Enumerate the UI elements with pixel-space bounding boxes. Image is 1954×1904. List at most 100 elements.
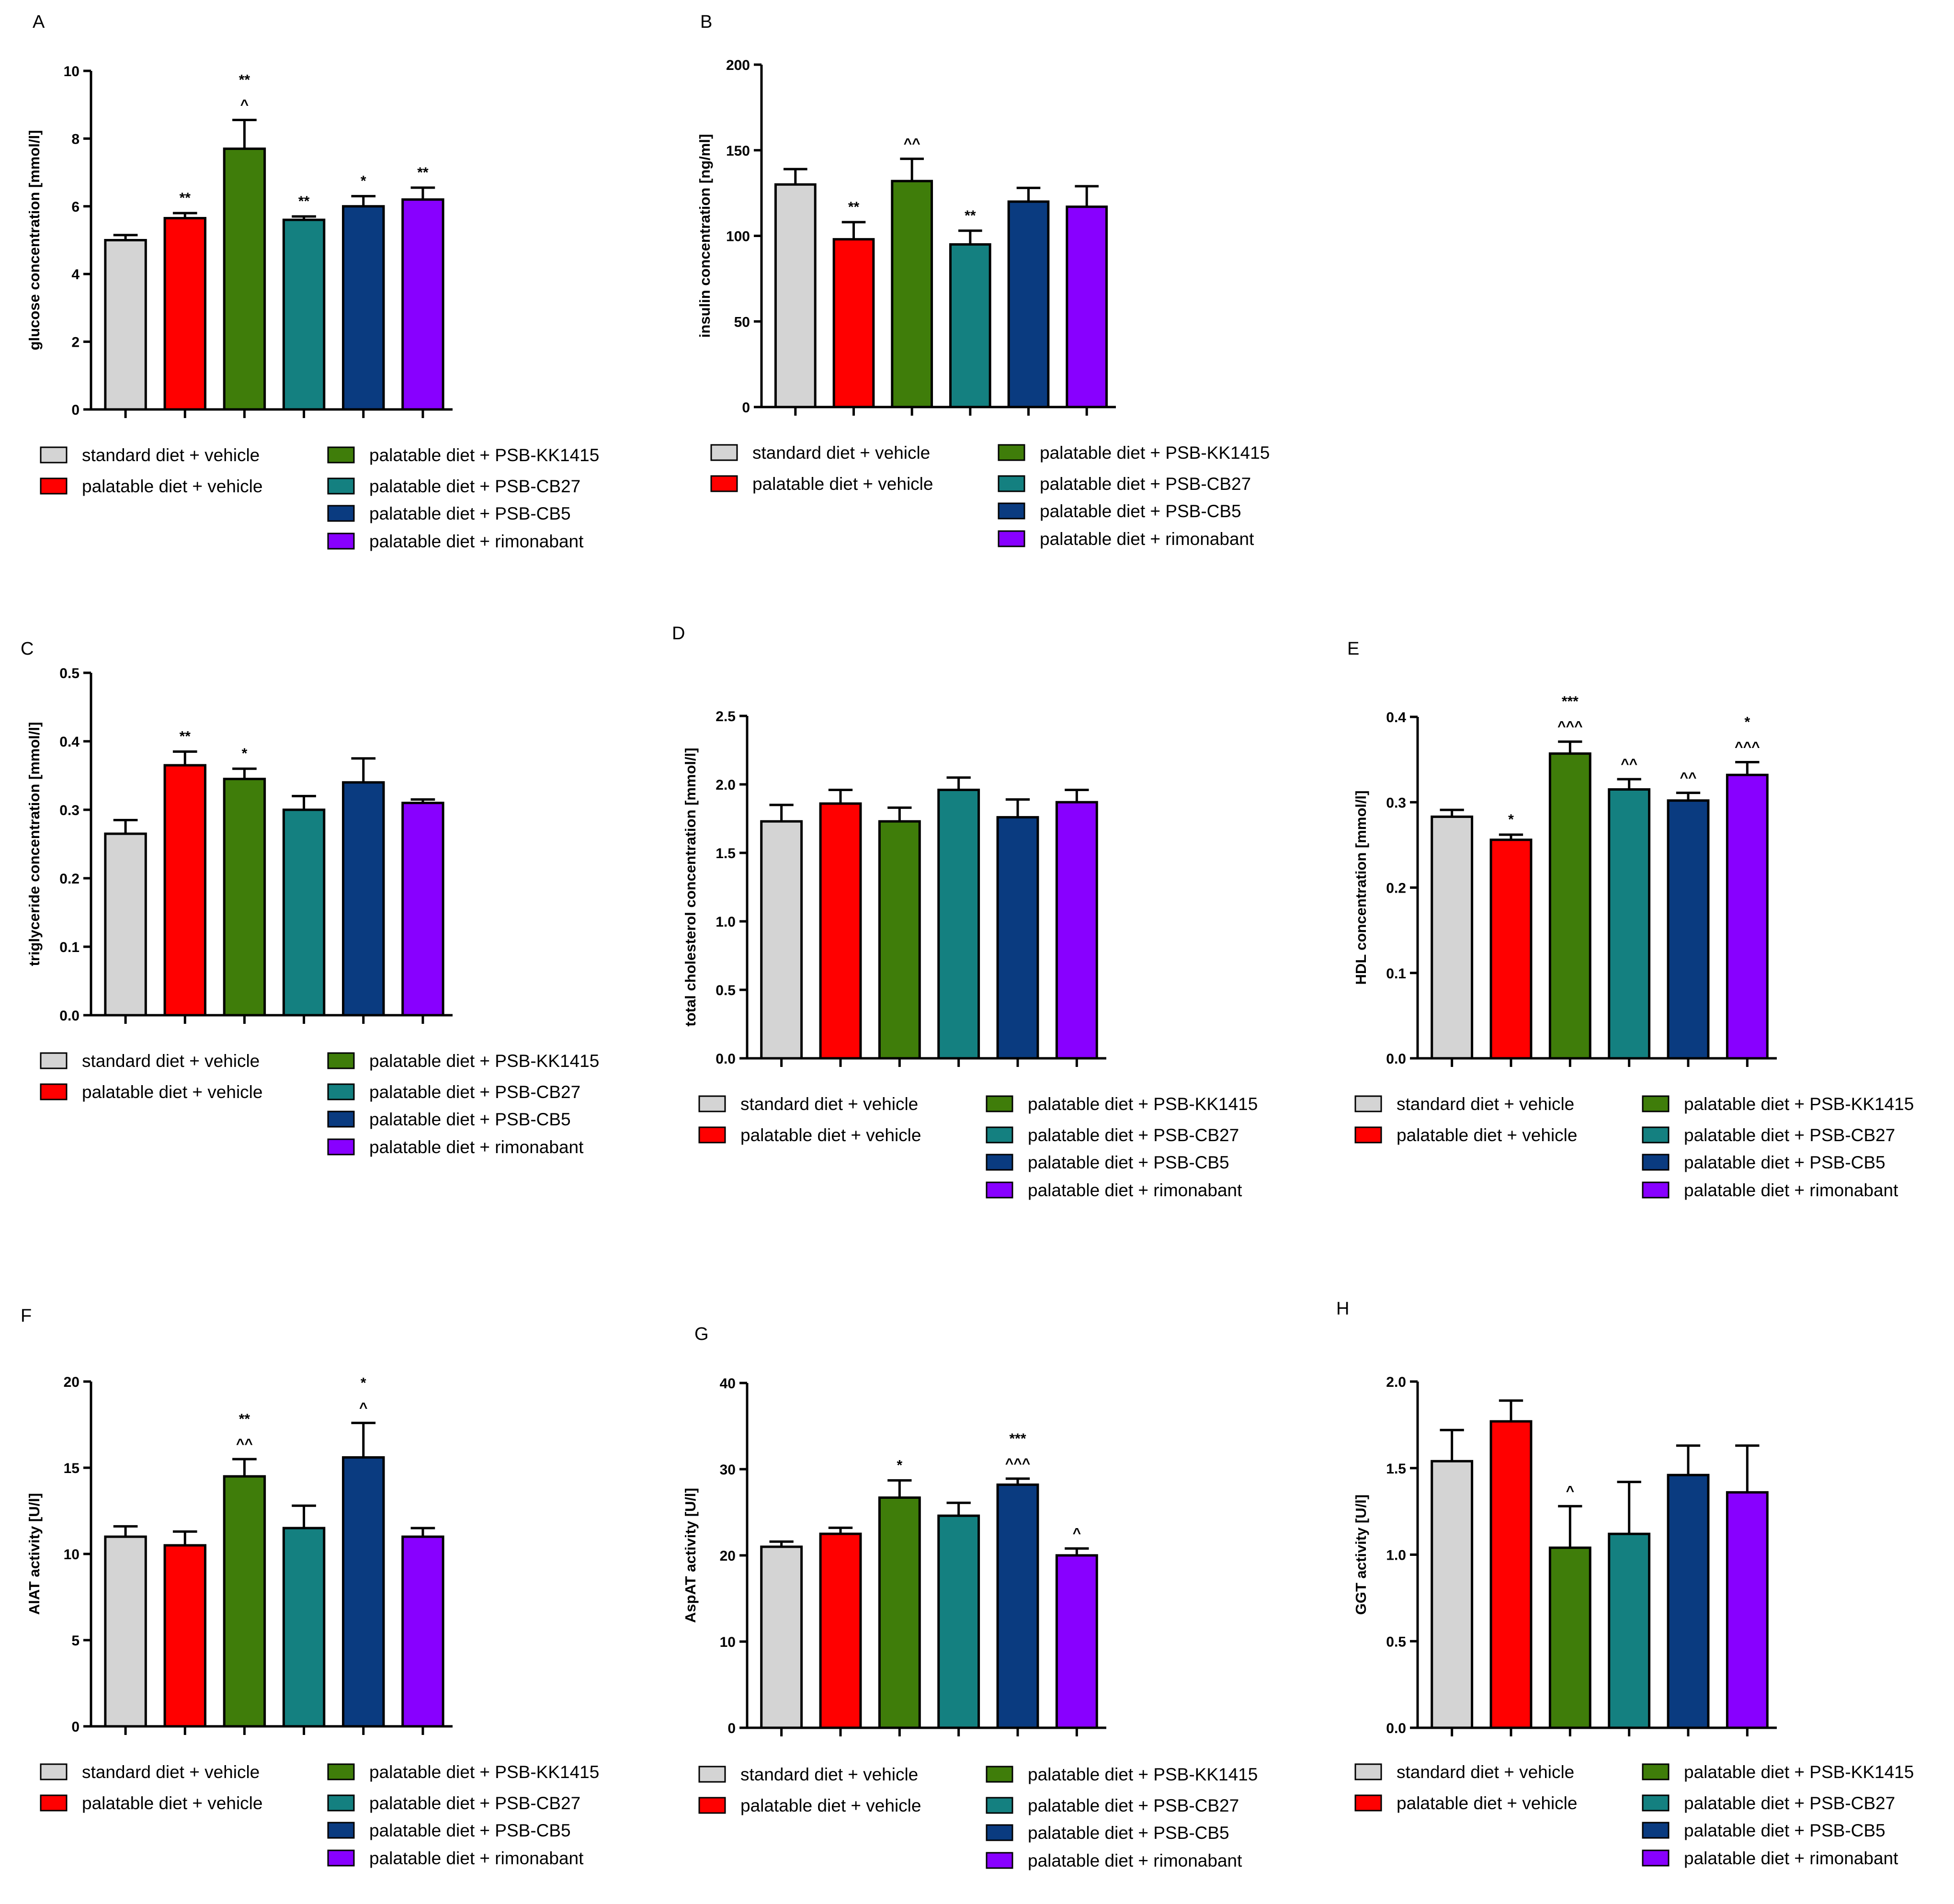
legend-swatch xyxy=(1642,1849,1670,1867)
y-tick-label: 0 xyxy=(71,402,80,418)
significance-label: *** xyxy=(1009,1431,1026,1447)
legend-label: palatable diet + PSB-CB27 xyxy=(369,476,580,496)
legend-swatch xyxy=(327,1849,355,1867)
y-tick-label: 0.5 xyxy=(716,983,736,998)
significance-label: ^^^ xyxy=(1735,739,1760,755)
y-tick-label: 10 xyxy=(64,1547,80,1563)
legend-label: palatable diet + rimonabant xyxy=(369,1137,584,1157)
y-tick-label: 0.0 xyxy=(716,1051,736,1067)
y-axis-title: GGT activity [U/l] xyxy=(1352,1495,1369,1615)
y-tick-label: 2 xyxy=(71,335,80,351)
y-tick-label: 20 xyxy=(720,1548,736,1564)
y-tick-label: 150 xyxy=(726,143,750,159)
y-tick-label: 8 xyxy=(71,131,80,147)
legend-label: palatable diet + PSB-CB5 xyxy=(1028,1153,1229,1172)
legend-label: palatable diet + PSB-KK1415 xyxy=(369,1051,599,1071)
y-tick-label: 1.0 xyxy=(716,914,736,930)
bar xyxy=(774,183,817,408)
bar xyxy=(163,764,206,1017)
bar xyxy=(760,1545,803,1729)
legend-swatch xyxy=(998,502,1025,520)
y-tick-label: 0.1 xyxy=(59,940,80,955)
legend-swatch xyxy=(327,1794,355,1812)
significance-label: ^ xyxy=(359,1400,368,1416)
bar xyxy=(1548,1546,1591,1729)
legend-swatch xyxy=(1354,1126,1382,1144)
y-tick-label: 50 xyxy=(734,314,750,330)
significance-label: * xyxy=(361,1375,366,1391)
significance-label: * xyxy=(897,1457,902,1473)
y-tick-label: 30 xyxy=(720,1462,736,1478)
bar xyxy=(819,1532,862,1729)
bar xyxy=(401,1535,444,1728)
legend-swatch xyxy=(698,1797,726,1814)
y-tick-label: 0.4 xyxy=(1386,710,1406,725)
y-tick-label: 0.5 xyxy=(1386,1634,1406,1650)
panel-letter: F xyxy=(21,1306,32,1326)
bar xyxy=(1489,839,1533,1060)
panel-letter: C xyxy=(21,639,34,659)
y-tick-label: 0.3 xyxy=(1386,795,1406,811)
y-tick-label: 100 xyxy=(726,229,750,245)
significance-label: ** xyxy=(848,199,860,215)
legend-label: standard diet + vehicle xyxy=(1397,1762,1574,1782)
bar xyxy=(1489,1420,1533,1729)
y-tick-label: 0.0 xyxy=(1386,1721,1406,1736)
legend-swatch xyxy=(40,446,68,464)
bar xyxy=(760,820,803,1060)
bar xyxy=(1608,788,1651,1060)
legend-swatch xyxy=(1642,1794,1670,1812)
legend-swatch xyxy=(698,1766,726,1783)
chart-panel-f: F ** ^^ * ^ 0 5 10 15 20 AlAT activity [U/l] standa… xyxy=(21,1306,599,1868)
bar xyxy=(1667,799,1710,1060)
legend-swatch xyxy=(40,1052,68,1069)
legend-swatch xyxy=(986,1824,1013,1841)
legend-label: palatable diet + vehicle xyxy=(1397,1793,1577,1813)
legend-swatch xyxy=(1642,1822,1670,1839)
legend-swatch xyxy=(986,1852,1013,1869)
legend-swatch xyxy=(986,1095,1013,1112)
legend-swatch xyxy=(327,505,355,522)
legend-swatch xyxy=(327,1111,355,1128)
bar xyxy=(1726,1491,1769,1729)
legend-label: standard diet + vehicle xyxy=(740,1094,918,1114)
y-tick-label: 1.5 xyxy=(1386,1461,1406,1477)
legend-swatch xyxy=(698,1095,726,1112)
legend-label: palatable diet + PSB-CB5 xyxy=(1684,1821,1886,1840)
panel-letter: B xyxy=(700,12,712,32)
legend-swatch xyxy=(327,533,355,550)
bar xyxy=(223,778,266,1017)
legend-swatch xyxy=(327,1138,355,1156)
y-axis-title: total cholesterol concentration [mmol/l] xyxy=(682,748,699,1026)
bar xyxy=(1007,200,1050,408)
significance-label: ^ xyxy=(240,97,249,113)
legend-label: palatable diet + PSB-CB5 xyxy=(369,1110,571,1129)
legend-swatch xyxy=(327,446,355,464)
significance-label: ^^^ xyxy=(1005,1456,1031,1472)
legend-label: palatable diet + PSB-CB5 xyxy=(369,1821,571,1840)
bar xyxy=(282,218,326,411)
significance-label: ^ xyxy=(1073,1526,1081,1541)
y-axis-title: glucose concentration [mmol/l] xyxy=(26,130,43,351)
legend-label: palatable diet + PSB-KK1415 xyxy=(1684,1762,1914,1782)
legend: standard diet + vehicle palatable diet + … xyxy=(698,1094,1258,1200)
legend-label: palatable diet + rimonabant xyxy=(369,1848,584,1868)
legend-swatch xyxy=(986,1766,1013,1783)
significance-label: * xyxy=(1508,812,1514,827)
legend-label: palatable diet + vehicle xyxy=(740,1796,921,1815)
significance-label: ** xyxy=(417,165,429,181)
legend-label: standard diet + vehicle xyxy=(1397,1094,1574,1114)
chart-panel-b: B ** ^^ ** 0 50 100 150 200 insulin concentration… xyxy=(696,12,1270,549)
legend-swatch xyxy=(1642,1154,1670,1171)
legend-label: palatable diet + PSB-CB27 xyxy=(1028,1796,1239,1815)
legend-label: palatable diet + rimonabant xyxy=(1684,1848,1898,1868)
significance-label: *** xyxy=(1562,694,1579,710)
legend-label: palatable diet + PSB-CB27 xyxy=(1684,1793,1895,1813)
legend: standard diet + vehicle palatable diet + … xyxy=(710,443,1270,549)
legend-swatch xyxy=(1642,1763,1670,1780)
panel-letter: D xyxy=(672,623,685,644)
legend-swatch xyxy=(1354,1794,1382,1812)
